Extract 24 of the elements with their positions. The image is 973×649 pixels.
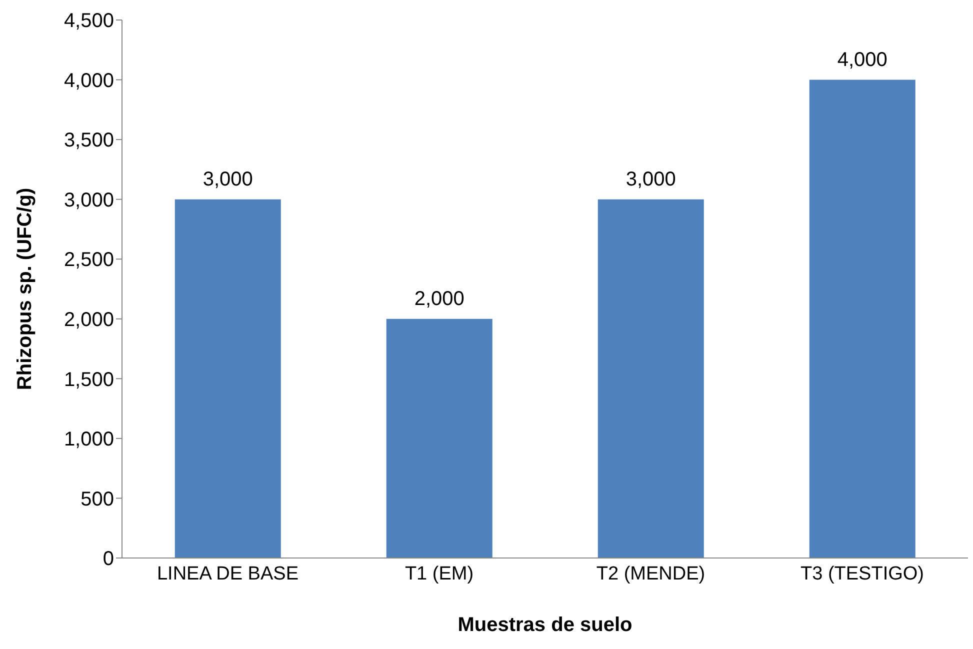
y-tick-label: 3,500 [64,130,114,152]
bar [598,199,704,558]
data-label: 3,000 [202,168,253,190]
bar [174,199,281,558]
y-tick-label: 500 [80,488,114,510]
bar [386,318,492,558]
bar [809,80,916,558]
y-tick-label: 1,000 [64,428,114,451]
data-label: 4,000 [837,48,888,71]
y-tick-label: 0 [102,548,114,570]
x-tick-label: T1 (EM) [404,563,474,584]
y-tick-label: 1,500 [64,368,114,391]
x-tick-label: T2 (MENDE) [596,563,706,584]
y-tick-label: 4,500 [64,10,114,32]
y-tick-label: 2,500 [64,249,114,272]
data-label: 3,000 [626,168,676,190]
x-tick-label: LINEA DE BASE [156,563,299,584]
y-tick-label: 4,000 [64,70,114,92]
x-axis-title: Muestras de suelo [458,614,632,636]
y-tick-label: 2,000 [64,308,114,331]
y-axis-title: Rhizopus sp. (UFC/g) [14,188,36,390]
data-label: 2,000 [414,288,464,310]
x-tick-label: T3 (TESTIGO) [800,563,924,584]
y-tick-label: 3,000 [64,189,114,212]
